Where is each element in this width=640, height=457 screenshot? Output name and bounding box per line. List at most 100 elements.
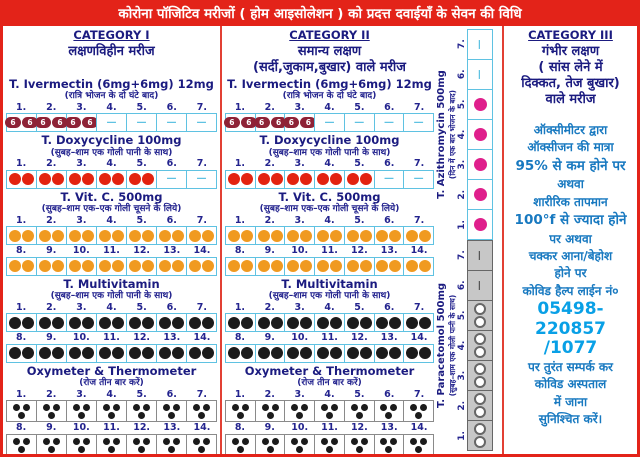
day-cell — [373, 313, 405, 333]
day-cell — [6, 226, 37, 246]
multivitamin-pill-icon — [300, 316, 313, 329]
day-cell: — — [186, 113, 217, 133]
vitamin-c-pill-icon — [376, 260, 389, 273]
day-cell — [284, 400, 316, 423]
reading-dots — [354, 412, 364, 420]
ivermectin-pill-icon: 6 — [223, 117, 240, 129]
patient-type-line: दिक्कत, तेज बुखार) — [521, 75, 620, 91]
multivitamin-pill-icon — [142, 316, 154, 329]
reading-dots — [72, 404, 92, 412]
reading-dot-icon — [23, 437, 30, 445]
reading-dot-icon — [410, 437, 418, 445]
advice-text-line: पर तुरंत सम्पर्क कर — [528, 359, 613, 374]
day-cell — [66, 313, 97, 333]
page-title: कोरोना पॉजिटिव मरीजों ( होम आइसोलेशन ) क… — [3, 3, 637, 27]
reading-dot-icon — [296, 445, 304, 453]
vitamin-c-pill-icon — [142, 260, 154, 273]
reading-dot-icon — [83, 437, 90, 445]
pill-cells-row — [6, 313, 217, 333]
multivitamin-pill-icon — [240, 347, 253, 360]
day-label: 7. — [413, 158, 425, 170]
day-label: 2. — [264, 214, 275, 226]
day-label: 6. — [384, 102, 395, 113]
day-label: 1. — [15, 301, 27, 313]
day-cell — [403, 400, 435, 423]
vitamin-c-pill-icon — [227, 229, 240, 242]
reading-dot-icon — [43, 404, 50, 412]
day-label: 3. — [76, 388, 87, 400]
day-label: 6. — [166, 158, 177, 170]
day-cell — [466, 89, 493, 121]
day-cell — [186, 226, 217, 246]
day-cell — [186, 313, 217, 333]
dash-icon: — — [413, 173, 424, 185]
dash-icon: — — [324, 116, 335, 128]
day-cell — [343, 400, 375, 423]
advice-text-line: /1077 — [543, 338, 598, 359]
medication-block: T. Paracetomol 500mg (सुबह–शाम एक गोली पा… — [436, 240, 493, 452]
doxycycline-pill-icon — [82, 173, 94, 186]
day-label: 6. — [166, 388, 177, 400]
reading-dots — [107, 445, 117, 453]
advice-text-line: ऑक्सीमीटर द्वारा — [533, 122, 608, 137]
day-label: 2. — [264, 388, 275, 400]
vitamin-c-pill-icon — [257, 260, 270, 273]
multivitamin-pill-icon — [129, 316, 141, 329]
day-labels-row: 8. 9. 10. 11. 12. 13. 14. — [225, 332, 434, 343]
reading-dot-icon — [241, 404, 249, 412]
multivitamin-pill-icon — [22, 316, 34, 329]
pill-cells-row — [6, 256, 217, 276]
medication-block: T. Ivermectin (6mg+6mg) 12mg (रात्रि भोजन… — [223, 77, 435, 133]
day-label: 6. — [384, 301, 395, 313]
medication-name: T. Ivermectin (6mg+6mg) 12mg — [9, 76, 214, 91]
reading-dot-icon — [390, 437, 398, 445]
reading-dots — [42, 437, 62, 445]
day-cell — [6, 169, 37, 189]
pill-cells-row: 6 6 6 6 6 6— — — — — [223, 113, 435, 133]
doxycycline-pill-icon — [317, 173, 330, 186]
reading-dot-icon — [78, 445, 85, 453]
doxycycline-pill-icon — [22, 173, 34, 186]
day-label: 1. — [234, 214, 246, 226]
day-label: 11. — [103, 245, 120, 257]
day-label: 2. — [46, 158, 57, 170]
reading-dot-icon — [271, 437, 279, 445]
vitamin-c-pill-icon — [227, 260, 240, 273]
day-labels-row: 1. 2. 3. 4. 5. 6. 7. — [225, 301, 434, 313]
multivitamin-pill-icon — [159, 316, 171, 329]
day-cell — [466, 209, 493, 241]
reading-dot-icon — [350, 437, 358, 445]
multivitamin-pill-icon — [112, 347, 124, 360]
reading-dot-icon — [48, 412, 55, 420]
reading-dot-icon — [133, 404, 140, 412]
day-labels-row: 1. 2. 3. 4. 5. 6. 7. — [6, 158, 217, 170]
day-cell — [343, 226, 375, 246]
multivitamin-pill-icon — [202, 347, 214, 360]
day-label: 13. — [163, 422, 181, 434]
day-label: 4. — [324, 102, 335, 113]
day-label: 14. — [410, 245, 428, 257]
medication-block: T. Doxycycline 100mg (सुबह–शाम एक गोली पा… — [225, 134, 435, 189]
doxycycline-pill-icon — [39, 173, 51, 186]
reading-dot-icon — [380, 404, 388, 412]
vitamin-c-pill-icon — [159, 260, 171, 273]
day-label: 5. — [136, 158, 147, 170]
day-label: 3. — [294, 388, 305, 400]
day-cell — [373, 226, 405, 246]
pill-cells-row: — — — [466, 240, 493, 452]
reading-dots — [320, 404, 340, 412]
azithromycin-pill-icon — [473, 218, 487, 232]
day-cell — [403, 226, 435, 246]
reading-dot-icon — [271, 404, 279, 412]
category-1-patient-type: लक्षणविहीन मरीज — [6, 44, 217, 76]
reading-dot-icon — [410, 404, 418, 412]
category-3-patient-type: गंभीर लक्षण( सांस लेने में दिक्कत, तेज बु… — [507, 44, 634, 112]
reading-dot-icon — [385, 412, 393, 420]
paracetamol-pill-icon — [473, 436, 486, 449]
day-label: 4. — [106, 388, 117, 400]
reading-dot-icon — [133, 437, 140, 445]
reading-dot-icon — [241, 437, 249, 445]
reading-dot-icon — [291, 404, 299, 412]
day-cell — [314, 226, 345, 246]
day-label: 7. — [196, 102, 208, 113]
